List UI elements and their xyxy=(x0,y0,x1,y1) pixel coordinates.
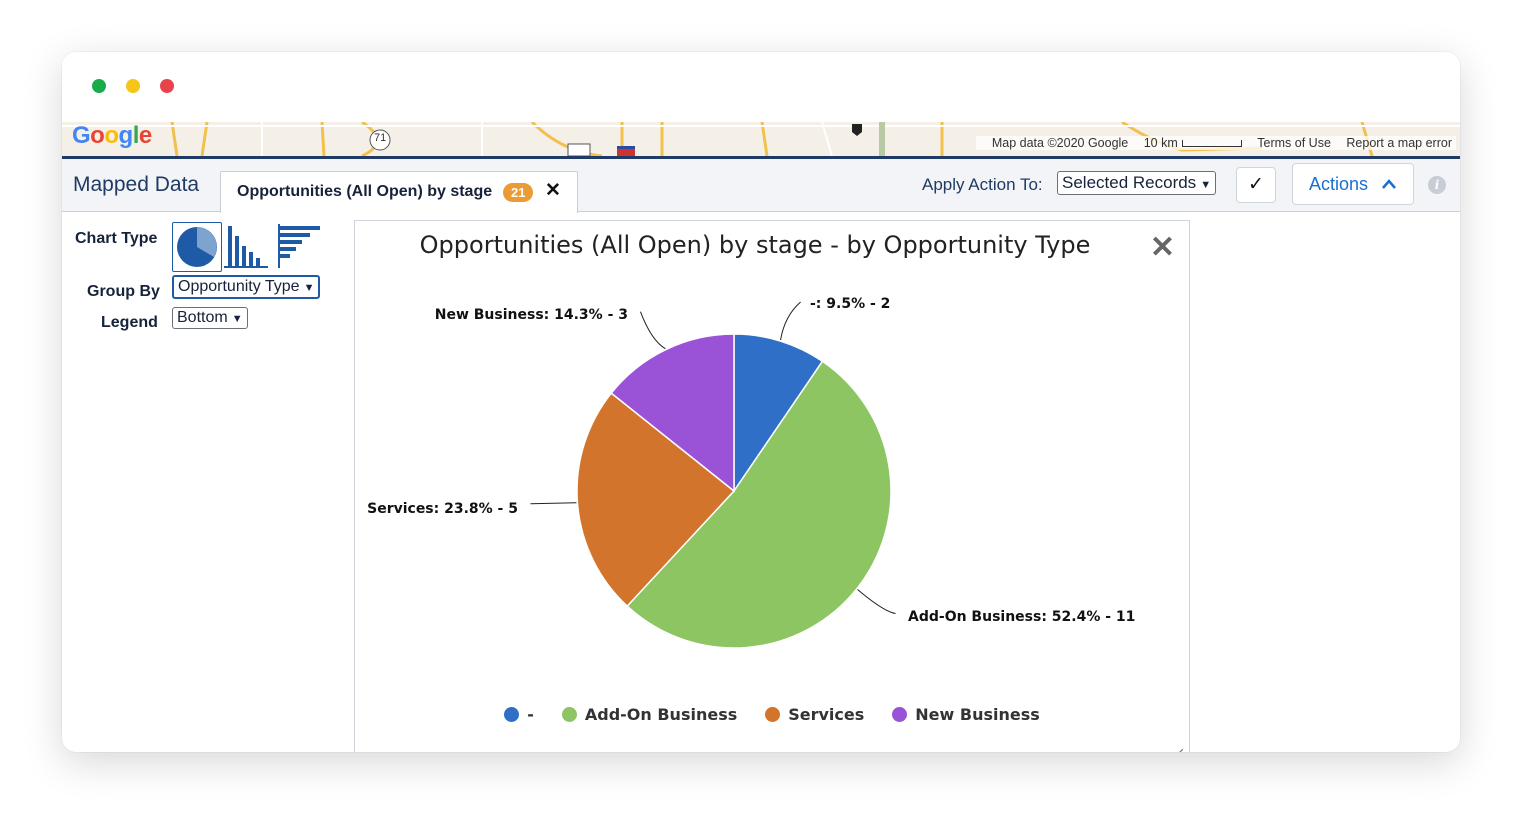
pie-slice[interactable] xyxy=(610,333,735,493)
window-close-dot[interactable] xyxy=(92,79,106,93)
map-attribution: Map data ©2020 Google 10 km Terms of Use… xyxy=(975,136,1456,150)
slice-leader-line xyxy=(530,502,577,505)
chevron-down-icon: ▼ xyxy=(231,313,243,325)
toolbar: Mapped Data Opportunities (All Open) by … xyxy=(62,159,1460,213)
legend-label: Add-On Business xyxy=(584,705,738,724)
pie-slice[interactable] xyxy=(576,392,736,608)
group-by-select[interactable]: Opportunity Type ▼ xyxy=(172,275,321,299)
tab-label: Opportunities (All Open) by stage xyxy=(237,183,493,200)
legend-swatch xyxy=(892,707,908,722)
actions-label: Actions xyxy=(1308,174,1368,194)
column-chart-icon[interactable] xyxy=(224,222,272,270)
legend-item[interactable]: New Business xyxy=(892,705,1040,724)
pie-slice[interactable] xyxy=(626,360,892,649)
tab-opportunities[interactable]: Opportunities (All Open) by stage 21 ✕ xyxy=(220,171,578,213)
app-window: 71 Google Map data ©2020 Google 10 km Te… xyxy=(62,52,1460,752)
chart-type-label: Chart Type xyxy=(75,230,158,247)
title-bar xyxy=(62,52,1460,122)
legend-label: New Business xyxy=(915,705,1040,724)
resize-handle-icon[interactable] xyxy=(1173,747,1183,752)
map-scale-bar xyxy=(1181,140,1242,147)
legend-item[interactable]: Services xyxy=(765,705,864,724)
report-map-error-link[interactable]: Report a map error xyxy=(1346,136,1452,150)
window-maximize-dot[interactable] xyxy=(160,79,174,93)
chevron-up-icon xyxy=(1382,179,1396,189)
legend-item[interactable]: Add-On Business xyxy=(561,705,738,724)
bar-chart-icon[interactable] xyxy=(276,222,324,270)
legend-value: Bottom xyxy=(177,309,228,326)
group-by-value: Opportunity Type xyxy=(178,278,300,295)
google-logo: Google xyxy=(72,122,152,149)
chart-close-icon[interactable]: ✕ xyxy=(1149,231,1175,264)
legend-label: Services xyxy=(788,705,865,724)
legend-swatch xyxy=(765,707,781,722)
mapped-data-title: Mapped Data xyxy=(73,173,200,196)
actions-button[interactable]: Actions xyxy=(1292,163,1414,205)
slice-data-label: New Business: 14.3% - 3 xyxy=(435,307,628,323)
slice-leader-line xyxy=(780,301,801,341)
window-minimize-dot[interactable] xyxy=(126,79,140,93)
slice-data-label: Services: 23.8% - 5 xyxy=(367,501,518,517)
legend-swatch xyxy=(504,707,520,722)
tab-close-icon[interactable]: ✕ xyxy=(545,180,561,201)
slice-leader-line xyxy=(857,589,896,615)
chart-legend: - Add-On Business Services New Business xyxy=(355,705,1189,724)
map-scale-text: 10 km xyxy=(1143,136,1178,150)
legend-swatch xyxy=(561,707,577,722)
pie-slice[interactable] xyxy=(733,333,824,494)
legend-select[interactable]: Bottom ▼ xyxy=(172,307,248,329)
slice-data-label: Add-On Business: 52.4% - 11 xyxy=(908,609,1135,625)
apply-action-select[interactable]: Selected Records ▼ xyxy=(1057,171,1217,195)
apply-check-button[interactable]: ✓ xyxy=(1236,167,1276,203)
slice-leader-line xyxy=(639,311,666,350)
chevron-down-icon: ▼ xyxy=(1200,179,1212,191)
legend-label: Legend xyxy=(101,314,158,331)
group-by-label: Group By xyxy=(87,283,160,300)
terms-link[interactable]: Terms of Use xyxy=(1257,136,1331,150)
pie-chart: -: 9.5% - 2 Add-On Business: 52.4% - 11 Se… xyxy=(367,296,1135,649)
info-icon[interactable]: i xyxy=(1428,176,1446,194)
count-badge: 21 xyxy=(503,183,534,202)
chart-controls: Chart Type Group By Opportunity Type ▼ Le… xyxy=(62,212,352,752)
map-strip[interactable]: 71 Google Map data ©2020 Google 10 km Te… xyxy=(62,122,1460,159)
pie-chart-icon[interactable] xyxy=(172,222,222,272)
chart-title: Opportunities (All Open) by stage - by O… xyxy=(419,231,1091,259)
chevron-down-icon: ▼ xyxy=(303,282,315,294)
apply-action-label: Apply Action To: xyxy=(922,175,1043,194)
apply-action-value: Selected Records xyxy=(1062,173,1197,192)
map-roads xyxy=(62,122,1460,156)
legend-item[interactable]: - xyxy=(504,705,534,724)
slice-data-label: -: 9.5% - 2 xyxy=(810,296,890,312)
legend-label: - xyxy=(527,705,534,724)
chart-panel: Opportunities (All Open) by stage - by O… xyxy=(354,220,1190,752)
map-data-text: Map data ©2020 Google xyxy=(991,136,1129,150)
road-shield-label: 71 xyxy=(374,132,387,144)
